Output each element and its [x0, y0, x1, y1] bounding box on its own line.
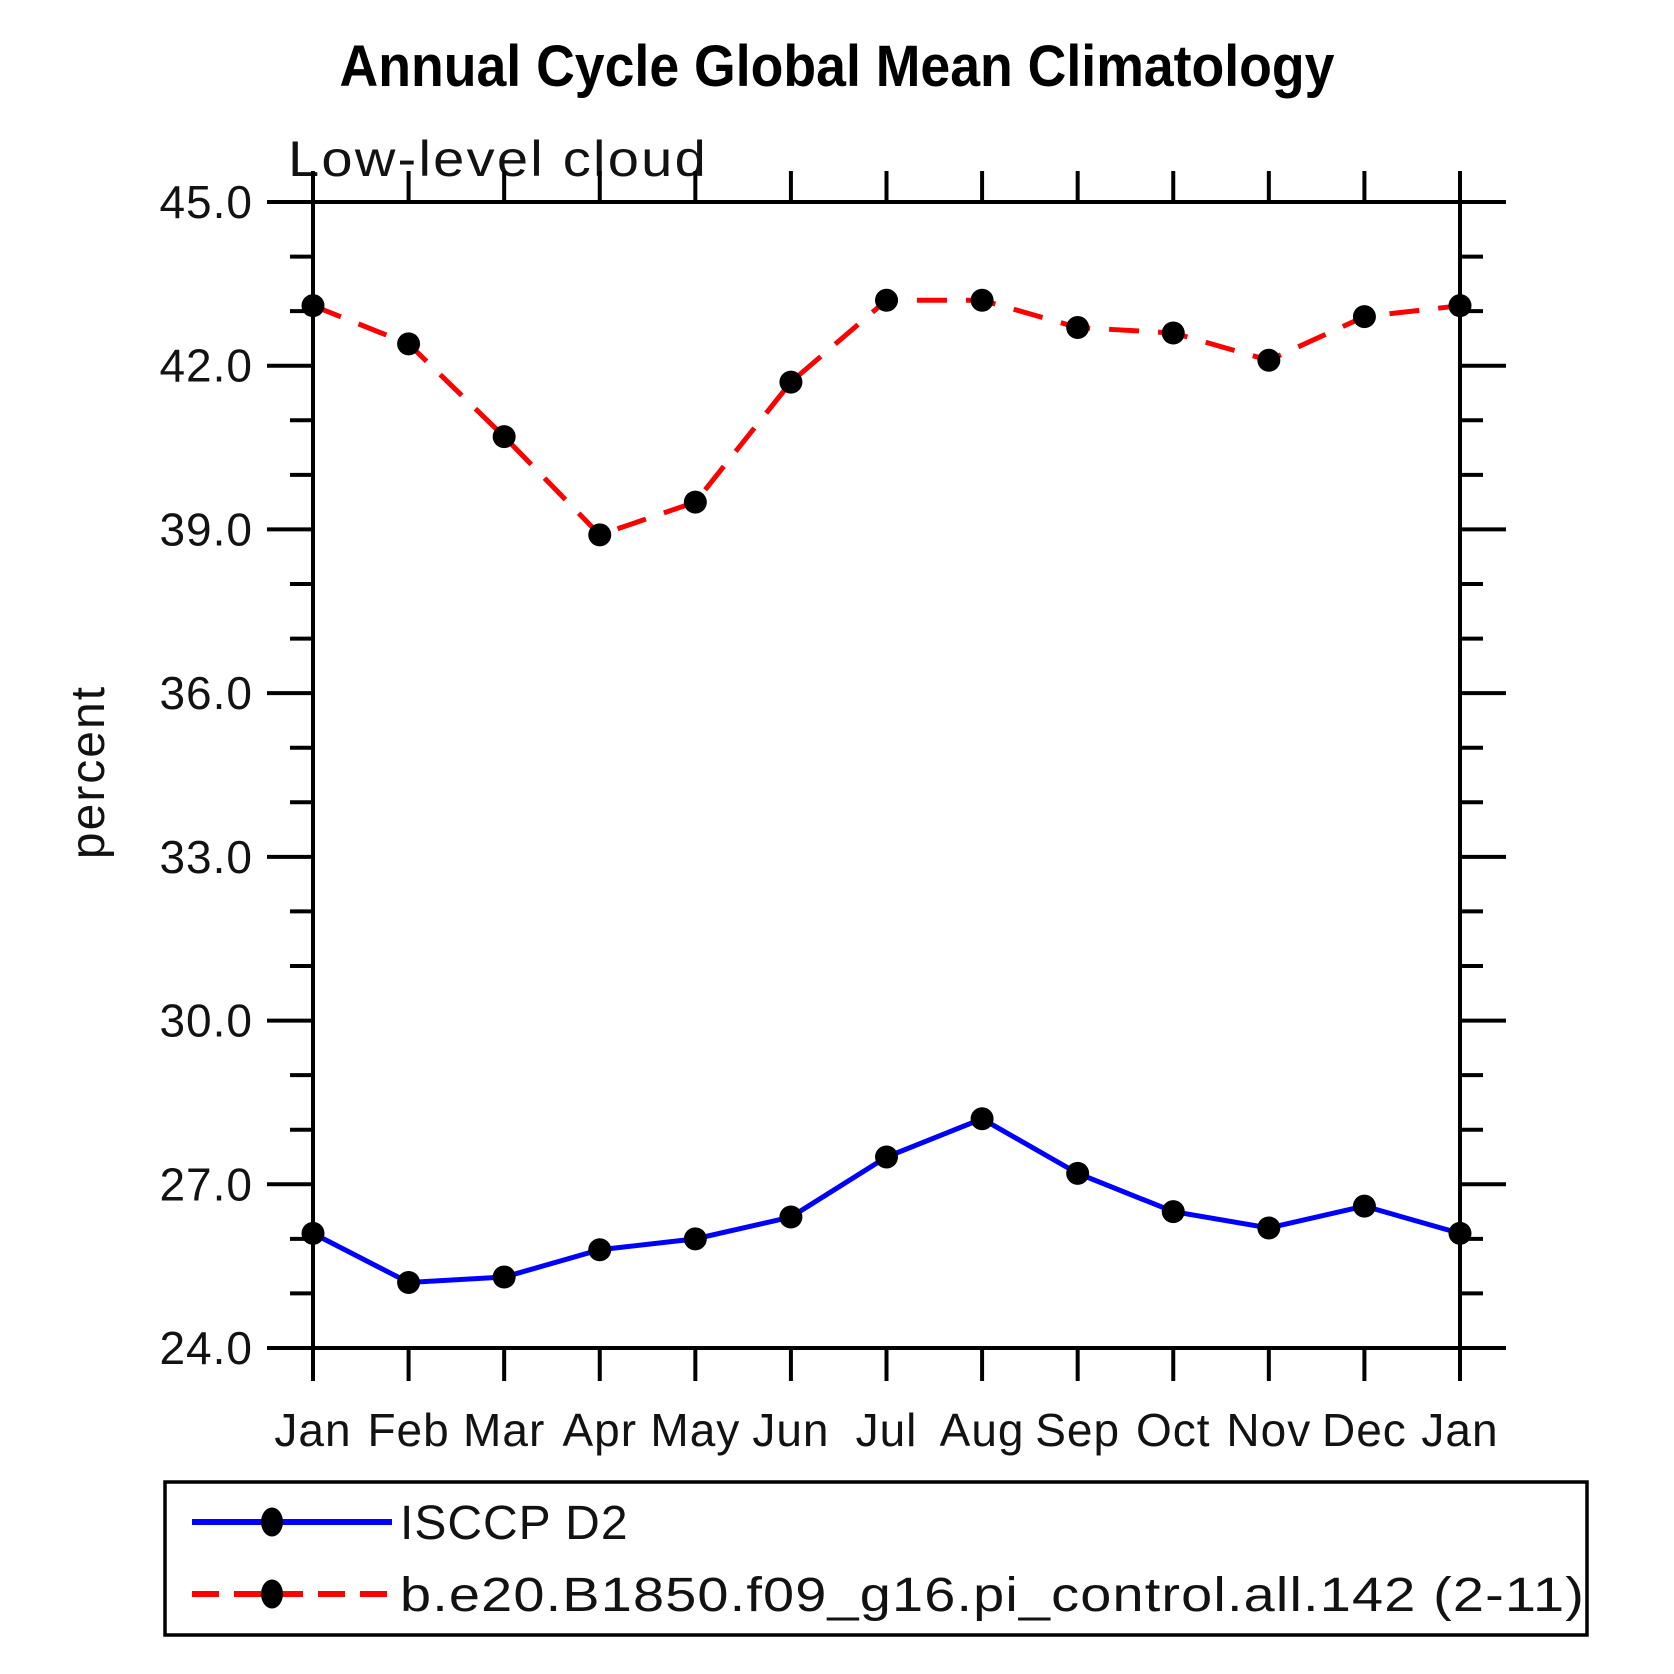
legend-label: b.e20.B1850.f09_g16.pi_control.all.142 (… — [400, 1569, 1585, 1622]
x-tick-label: Jan — [274, 1404, 351, 1456]
series-1-line — [312, 297, 1461, 538]
y-tick-label: 36.0 — [159, 667, 253, 719]
series-layer — [301, 288, 1472, 1295]
x-tick-label: Jun — [752, 1404, 829, 1456]
series-1-markers — [301, 288, 1472, 547]
series-0-markers — [301, 1107, 1472, 1295]
legend-label: ISCCP D2 — [400, 1497, 629, 1550]
chart-subtitle: Low-level cloud — [288, 131, 708, 187]
x-tick-label: Sep — [1035, 1404, 1120, 1456]
x-tick-label: Dec — [1322, 1404, 1407, 1456]
x-tick-label: Feb — [367, 1404, 449, 1456]
y-axis-label: percent — [62, 685, 115, 859]
axes: 24.0 27.0 30.0 33.0 36.0 39.0 42.0 45.0 Jan Feb Ma… — [159, 171, 1506, 1456]
y-tick-label: 42.0 — [159, 340, 253, 392]
y-ticks — [267, 200, 1506, 1350]
x-tick-label: Oct — [1136, 1404, 1211, 1456]
x-tick-labels: Jan Feb Mar Apr May Jun Jul Aug Sep Oct Nov Dec Jan — [274, 1404, 1498, 1456]
x-tick-label: Jan — [1421, 1404, 1498, 1456]
y-tick-label: 33.0 — [159, 831, 253, 883]
y-tick-label: 27.0 — [159, 1158, 253, 1210]
legend: ISCCP D2 b.e20.B1850.f09_g16.pi_control.a… — [163, 1480, 1589, 1637]
x-tick-label: Apr — [562, 1404, 637, 1456]
x-tick-label: May — [650, 1404, 740, 1456]
y-tick-label: 39.0 — [159, 503, 253, 555]
y-tick-labels: 24.0 27.0 30.0 33.0 36.0 39.0 42.0 45.0 — [159, 176, 253, 1374]
x-tick-label: Nov — [1226, 1404, 1311, 1456]
y-tick-label: 24.0 — [159, 1322, 253, 1374]
legend-item-1: b.e20.B1850.f09_g16.pi_control.all.142 (… — [192, 1569, 1585, 1622]
legend-marker-dot — [261, 1579, 283, 1609]
legend-item-0: ISCCP D2 — [192, 1497, 629, 1550]
legend-box — [163, 1480, 1589, 1637]
series-0-line — [311, 1116, 1461, 1286]
y-tick-label: 30.0 — [159, 995, 253, 1047]
chart-title: Annual Cycle Global Mean Climatology — [340, 34, 1335, 99]
x-ticks — [311, 171, 1462, 1381]
x-tick-label: Mar — [463, 1404, 545, 1456]
x-tick-label: Jul — [856, 1404, 918, 1456]
legend-marker-dot — [261, 1507, 283, 1537]
x-tick-label: Aug — [940, 1404, 1025, 1456]
plot-frame — [311, 200, 1462, 1350]
y-tick-label: 45.0 — [159, 176, 253, 228]
